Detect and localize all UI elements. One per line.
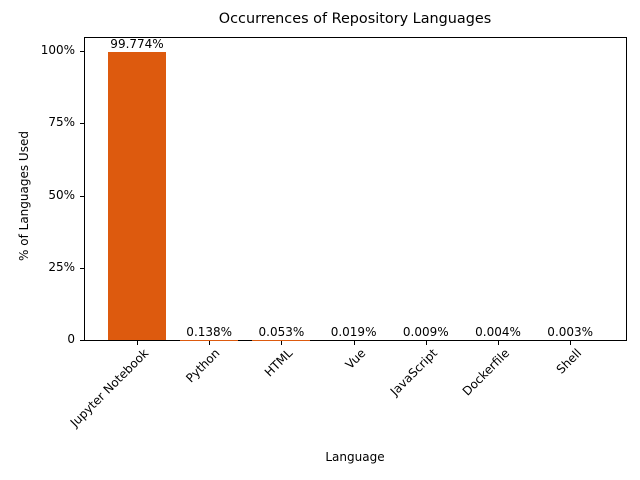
x-tick (209, 341, 211, 345)
plot-area (84, 37, 627, 341)
x-tick (353, 341, 355, 345)
y-tick-label: 25% (48, 259, 75, 274)
y-tick (80, 195, 84, 197)
y-tick (80, 267, 84, 269)
x-tick (498, 341, 499, 345)
x-tick-label: HTML (262, 346, 296, 380)
bar-value-label: 0.053% (258, 324, 305, 339)
x-tick-label: JavaScript (387, 346, 440, 399)
x-tick (425, 341, 427, 345)
bar-value-label: 0.009% (402, 324, 449, 339)
y-tick-label: 0 (67, 332, 75, 346)
x-tick (570, 341, 572, 345)
bar-value-label: 99.774% (110, 36, 164, 51)
x-tick-label: Python (183, 346, 223, 386)
x-tick-label: Vue (342, 346, 368, 372)
x-tick (281, 341, 283, 345)
x-tick-label: Shell (553, 346, 585, 377)
bar-value-label: 0.019% (330, 324, 377, 339)
bar (108, 51, 166, 340)
chart-title: Occurrences of Repository Languages (218, 11, 492, 27)
x-tick-label: Dockerfile (459, 346, 513, 399)
y-tick-label: 50% (48, 187, 75, 202)
y-tick-label: 100% (40, 43, 75, 57)
bar-value-label: 0.004% (475, 324, 521, 339)
bar-value-label: 0.003% (547, 324, 594, 339)
y-tick (80, 340, 84, 341)
y-tick (80, 51, 84, 52)
bar-value-label: 0.138% (186, 324, 233, 339)
x-tick (137, 341, 138, 345)
x-axis-label: Language (325, 450, 385, 464)
y-axis-label: % of Languages Used (16, 131, 31, 261)
y-tick (80, 123, 84, 125)
y-tick-label: 75% (48, 115, 75, 130)
x-tick-label: Jupyter Notebook (67, 346, 152, 430)
